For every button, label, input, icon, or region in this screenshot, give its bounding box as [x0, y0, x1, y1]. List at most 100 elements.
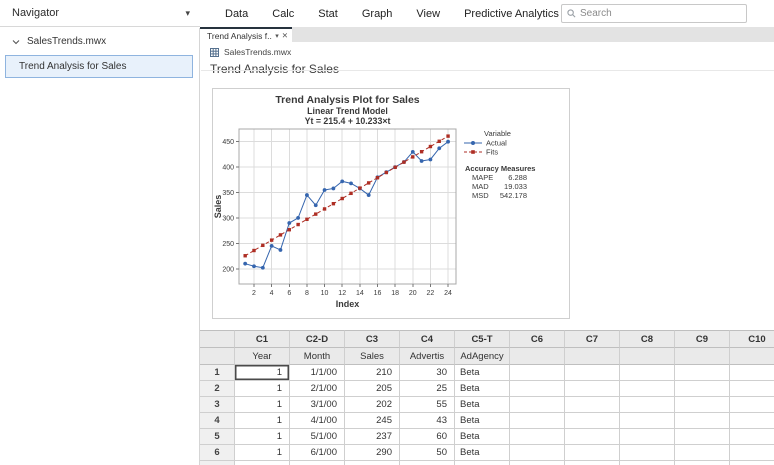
row-number-5[interactable]: 5	[200, 429, 235, 445]
var-name-empty-7[interactable]	[565, 348, 620, 365]
cell-next-c7[interactable]	[565, 461, 620, 465]
tab-trend-analysis[interactable]: Trend Analysis f... ▾ ✕	[200, 27, 292, 42]
cell-r4-c3[interactable]: 245	[345, 413, 400, 429]
menu-graph[interactable]: Graph	[361, 7, 393, 20]
cell-r5-c9[interactable]	[675, 429, 730, 445]
cell-r6-c3[interactable]: 290	[345, 445, 400, 461]
row-number-3[interactable]: 3	[200, 397, 235, 413]
cell-r3-c3[interactable]: 202	[345, 397, 400, 413]
cell-r2-c10[interactable]	[730, 381, 774, 397]
cell-r6-c8[interactable]	[620, 445, 675, 461]
search-box[interactable]	[561, 4, 747, 23]
cell-r6-c6[interactable]	[510, 445, 565, 461]
cell-r4-c5[interactable]: Beta	[455, 413, 510, 429]
column-header-c2-d[interactable]: C2-D	[290, 330, 345, 348]
cell-r6-c4[interactable]: 50	[400, 445, 455, 461]
cell-r5-c5[interactable]: Beta	[455, 429, 510, 445]
sidebar-item-workbook[interactable]: SalesTrends.mwx	[0, 28, 199, 53]
cell-r6-c9[interactable]	[675, 445, 730, 461]
cell-r5-c3[interactable]: 237	[345, 429, 400, 445]
cell-r1-c7[interactable]	[565, 365, 620, 381]
column-header-c3[interactable]: C3	[345, 330, 400, 348]
cell-r1-c5[interactable]: Beta	[455, 365, 510, 381]
cell-r3-c8[interactable]	[620, 397, 675, 413]
row-number-1[interactable]: 1	[200, 365, 235, 381]
cell-r1-c8[interactable]	[620, 365, 675, 381]
cell-next-c2[interactable]	[290, 461, 345, 465]
var-name-empty-10[interactable]	[730, 348, 774, 365]
cell-r4-c4[interactable]: 43	[400, 413, 455, 429]
row-number-6[interactable]: 6	[200, 445, 235, 461]
cell-r4-c9[interactable]	[675, 413, 730, 429]
column-header-c1[interactable]: C1	[235, 330, 290, 348]
var-name-advertis[interactable]: Advertis	[400, 348, 455, 365]
row-number-next[interactable]	[200, 461, 235, 465]
column-header-c7[interactable]: C7	[565, 330, 620, 348]
cell-r5-c8[interactable]	[620, 429, 675, 445]
cell-r3-c7[interactable]	[565, 397, 620, 413]
chevron-down-icon[interactable]: ▾	[185, 7, 190, 18]
cell-r5-c1[interactable]: 1	[235, 429, 290, 445]
cell-r2-c9[interactable]	[675, 381, 730, 397]
cell-r1-c10[interactable]	[730, 365, 774, 381]
tab-close-icon[interactable]: ✕	[281, 31, 288, 40]
column-header-c10[interactable]: C10	[730, 330, 774, 348]
cell-next-c5[interactable]	[455, 461, 510, 465]
cell-r4-c1[interactable]: 1	[235, 413, 290, 429]
var-name-empty-9[interactable]	[675, 348, 730, 365]
cell-r2-c3[interactable]: 205	[345, 381, 400, 397]
cell-next-c9[interactable]	[675, 461, 730, 465]
cell-r3-c6[interactable]	[510, 397, 565, 413]
cell-r1-c6[interactable]	[510, 365, 565, 381]
cell-r5-c2[interactable]: 5/1/00	[290, 429, 345, 445]
var-name-month[interactable]: Month	[290, 348, 345, 365]
navigator-header[interactable]: Navigator ▾	[0, 0, 200, 27]
cell-r6-c2[interactable]: 6/1/00	[290, 445, 345, 461]
column-header-c8[interactable]: C8	[620, 330, 675, 348]
cell-r1-c9[interactable]	[675, 365, 730, 381]
var-name-empty-6[interactable]	[510, 348, 565, 365]
cell-next-c1[interactable]	[235, 461, 290, 465]
var-name-year[interactable]: Year	[235, 348, 290, 365]
cell-r5-c10[interactable]	[730, 429, 774, 445]
cell-r3-c4[interactable]: 55	[400, 397, 455, 413]
cell-r2-c1[interactable]: 1	[235, 381, 290, 397]
cell-r1-c2[interactable]: 1/1/00	[290, 365, 345, 381]
cell-r1-c4[interactable]: 30	[400, 365, 455, 381]
var-name-empty-8[interactable]	[620, 348, 675, 365]
cell-r2-c6[interactable]	[510, 381, 565, 397]
cell-r5-c6[interactable]	[510, 429, 565, 445]
cell-r6-c7[interactable]	[565, 445, 620, 461]
cell-next-c3[interactable]	[345, 461, 400, 465]
column-header-c9[interactable]: C9	[675, 330, 730, 348]
menu-data[interactable]: Data	[225, 7, 249, 20]
column-header-c6[interactable]: C6	[510, 330, 565, 348]
cell-next-c4[interactable]	[400, 461, 455, 465]
cell-r2-c4[interactable]: 25	[400, 381, 455, 397]
cell-r5-c4[interactable]: 60	[400, 429, 455, 445]
tab-chevron-down-icon[interactable]: ▾	[275, 32, 279, 40]
sidebar-item-trend-analysis[interactable]: Trend Analysis for Sales	[5, 55, 193, 78]
cell-r6-c1[interactable]: 1	[235, 445, 290, 461]
row-number-4[interactable]: 4	[200, 413, 235, 429]
cell-next-c10[interactable]	[730, 461, 774, 465]
cell-r2-c7[interactable]	[565, 381, 620, 397]
search-input[interactable]	[580, 8, 741, 19]
menu-stat[interactable]: Stat	[318, 7, 338, 20]
cell-r6-c10[interactable]	[730, 445, 774, 461]
var-name-adagency[interactable]: AdAgency	[455, 348, 510, 365]
cell-r2-c2[interactable]: 2/1/00	[290, 381, 345, 397]
table-corner-cell[interactable]	[200, 330, 235, 348]
cell-r4-c2[interactable]: 4/1/00	[290, 413, 345, 429]
cell-r3-c10[interactable]	[730, 397, 774, 413]
cell-r6-c5[interactable]: Beta	[455, 445, 510, 461]
menu-view[interactable]: View	[416, 7, 441, 20]
cell-r3-c5[interactable]: Beta	[455, 397, 510, 413]
cell-r3-c2[interactable]: 3/1/00	[290, 397, 345, 413]
cell-r2-c5[interactable]: Beta	[455, 381, 510, 397]
cell-r4-c10[interactable]	[730, 413, 774, 429]
cell-r2-c8[interactable]	[620, 381, 675, 397]
cell-r5-c7[interactable]	[565, 429, 620, 445]
cell-r1-c1[interactable]: 1	[235, 365, 290, 381]
row-number-2[interactable]: 2	[200, 381, 235, 397]
